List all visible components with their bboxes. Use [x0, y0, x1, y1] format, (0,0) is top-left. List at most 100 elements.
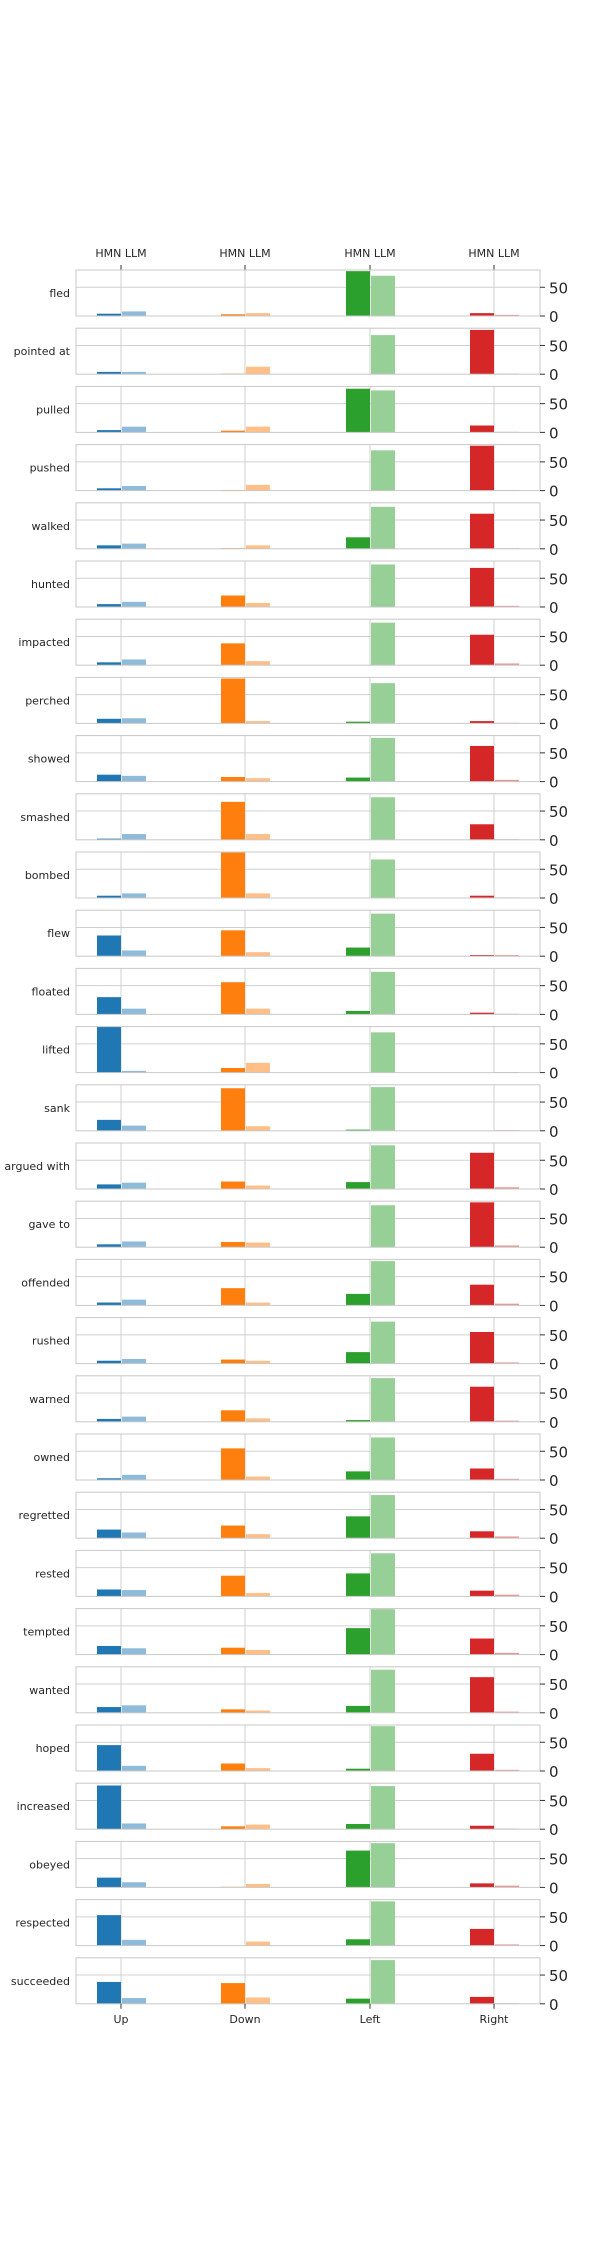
bar-llm-down — [246, 778, 270, 782]
bar-llm-up — [122, 426, 146, 433]
bar-llm-up — [122, 1182, 146, 1189]
top-label: HMN LLM — [468, 247, 519, 260]
panel-label: pointed at — [14, 345, 71, 358]
bar-hmn-right — [470, 1677, 494, 1713]
bar-llm-down — [246, 721, 270, 724]
bar-llm-down — [246, 1592, 270, 1597]
panel-label: rushed — [32, 1335, 70, 1348]
bar-llm-up — [122, 1359, 146, 1364]
ytick-label: 0 — [549, 774, 559, 792]
panel-label: perched — [25, 694, 70, 707]
ytick-label: 0 — [549, 1297, 559, 1315]
bar-hmn-down — [221, 1826, 245, 1830]
bar-llm-right — [495, 1420, 519, 1422]
bar-llm-down — [246, 1883, 270, 1888]
bar-llm-down — [246, 952, 270, 957]
bar-llm-left — [371, 1145, 395, 1189]
panel-label: offended — [21, 1276, 70, 1289]
ytick-label: 0 — [549, 541, 559, 559]
bar-llm-up — [122, 834, 146, 840]
bar-hmn-down — [221, 1359, 245, 1364]
bar-llm-up — [122, 1882, 146, 1888]
bar-hmn-down — [221, 1088, 245, 1131]
panel-frame — [75, 1317, 541, 1365]
bar-llm-down — [246, 313, 270, 316]
panel-label: pulled — [36, 403, 70, 416]
panel-frame — [75, 1258, 541, 1306]
ytick-label: 0 — [549, 1123, 559, 1141]
ytick-label: 50 — [549, 1618, 568, 1636]
panel-label: bombed — [25, 869, 70, 882]
ytick-label: 0 — [549, 715, 559, 733]
bar-llm-right — [495, 314, 519, 316]
panel-label: increased — [17, 1800, 70, 1813]
bar-hmn-left — [346, 1998, 370, 2004]
panel-label: gave to — [28, 1218, 70, 1231]
ytick-label: 0 — [549, 1821, 559, 1839]
bar-hmn-left — [346, 947, 370, 957]
bar-hmn-right — [470, 634, 494, 666]
bar-llm-down — [246, 1650, 270, 1655]
bar-llm-left — [371, 971, 395, 1015]
ytick-label: 0 — [549, 1006, 559, 1024]
bar-hmn-right — [470, 1638, 494, 1655]
panel-label: flew — [47, 927, 70, 940]
bar-hmn-right — [470, 1468, 494, 1480]
ytick-label: 0 — [549, 1705, 559, 1723]
panel-label: regretted — [19, 1509, 70, 1522]
bar-hmn-down — [221, 1242, 245, 1248]
bar-hmn-up — [97, 1707, 121, 1713]
bar-hmn-right — [470, 513, 494, 549]
bar-hmn-left — [346, 1824, 370, 1830]
top-label: HMN LLM — [344, 247, 395, 260]
bar-hmn-right — [470, 1590, 494, 1597]
panel-label: fled — [49, 287, 70, 300]
bar-llm-left — [371, 1205, 395, 1248]
bar-llm-left — [371, 390, 395, 433]
bar-hmn-up — [97, 488, 121, 491]
ytick-label: 0 — [549, 1414, 559, 1432]
bar-hmn-up — [97, 662, 121, 666]
bar-hmn-right — [470, 824, 494, 840]
bar-hmn-up — [97, 1745, 121, 1771]
bar-llm-left — [371, 1437, 395, 1480]
bar-hmn-down — [221, 982, 245, 1015]
ytick-label: 0 — [549, 483, 559, 501]
ytick-label: 50 — [549, 919, 568, 937]
bar-hmn-left — [346, 1939, 370, 1946]
bar-llm-left — [371, 1495, 395, 1539]
panel-frame — [75, 1666, 541, 1714]
bar-llm-down — [246, 661, 270, 666]
bar-llm-down — [246, 545, 270, 549]
ytick-label: 50 — [549, 1734, 568, 1752]
bar-hmn-up — [97, 1119, 121, 1131]
panel-frame — [75, 676, 541, 724]
panel-frame — [75, 618, 541, 666]
bar-llm-left — [371, 1553, 395, 1597]
ytick-label: 0 — [549, 424, 559, 442]
bar-llm-up — [122, 1241, 146, 1248]
bar-llm-down — [246, 1710, 270, 1713]
bar-hmn-left — [346, 1628, 370, 1655]
bar-hmn-left — [346, 1352, 370, 1364]
bar-llm-down — [246, 1418, 270, 1422]
bar-hmn-up — [97, 604, 121, 607]
category-label: Right — [480, 2013, 510, 2026]
bar-llm-down — [246, 1476, 270, 1480]
panel-frame — [75, 1026, 541, 1074]
bar-llm-down — [246, 1360, 270, 1364]
bar-llm-up — [122, 1532, 146, 1539]
bar-llm-down — [246, 426, 270, 433]
bar-hmn-down — [221, 1709, 245, 1713]
bar-hmn-up — [97, 371, 121, 375]
bar-llm-down — [246, 1185, 270, 1189]
panel-frame — [75, 1782, 541, 1830]
bar-llm-right — [495, 1303, 519, 1306]
ytick-label: 50 — [549, 512, 568, 530]
panel-frame — [75, 1142, 541, 1190]
bar-llm-down — [246, 602, 270, 607]
ytick-label: 50 — [549, 1501, 568, 1519]
bar-llm-up — [122, 1125, 146, 1131]
bar-hmn-up — [97, 895, 121, 898]
bar-hmn-right — [470, 1883, 494, 1888]
